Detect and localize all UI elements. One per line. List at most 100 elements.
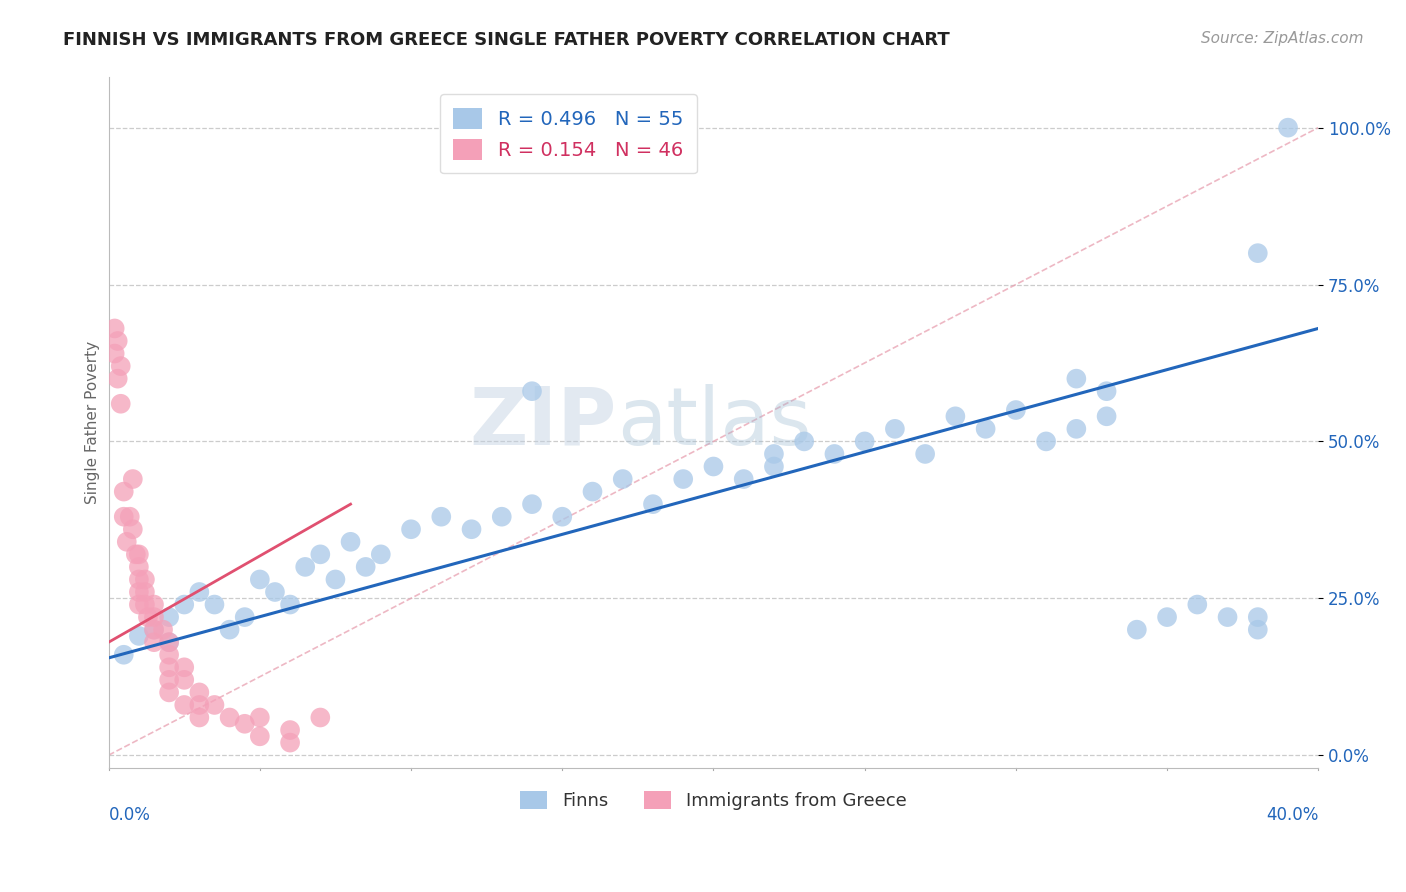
Point (294, 560, 316, 574)
Point (157, 635, 180, 649)
Point (173, 698, 195, 712)
Point (1095, 384, 1118, 399)
Text: FINNISH VS IMMIGRANTS FROM GREECE SINGLE FATHER POVERTY CORRELATION CHART: FINNISH VS IMMIGRANTS FROM GREECE SINGLE… (63, 31, 950, 49)
Point (112, 509, 135, 524)
Point (233, 610, 256, 624)
Point (152, 623, 174, 637)
Text: Source: ZipAtlas.com: Source: ZipAtlas.com (1201, 31, 1364, 46)
Point (128, 573, 150, 587)
Point (157, 685, 180, 699)
Point (173, 660, 195, 674)
Point (204, 698, 226, 712)
Point (118, 509, 141, 524)
Point (188, 585, 211, 599)
Point (157, 673, 180, 687)
Point (188, 710, 211, 724)
Text: 40.0%: 40.0% (1265, 805, 1319, 823)
Point (249, 573, 271, 587)
Point (112, 484, 135, 499)
Point (173, 598, 195, 612)
Point (128, 629, 150, 643)
Point (249, 710, 271, 724)
Point (793, 434, 815, 449)
Point (460, 522, 482, 536)
Point (157, 635, 180, 649)
Point (134, 573, 156, 587)
Point (399, 522, 422, 536)
Point (104, 346, 127, 360)
Point (733, 472, 755, 486)
Text: atlas: atlas (617, 384, 811, 461)
Point (1247, 246, 1270, 260)
Point (233, 716, 256, 731)
Point (309, 547, 332, 561)
Point (1277, 120, 1299, 135)
Point (1005, 403, 1028, 417)
Point (520, 384, 543, 399)
Point (143, 623, 166, 637)
Point (134, 585, 156, 599)
Point (672, 472, 695, 486)
Point (520, 497, 543, 511)
Point (551, 509, 574, 524)
Point (702, 459, 724, 474)
Point (134, 598, 156, 612)
Point (128, 598, 150, 612)
Point (1187, 598, 1209, 612)
Point (188, 685, 211, 699)
Point (1066, 371, 1088, 385)
Point (218, 710, 240, 724)
Point (914, 447, 936, 461)
Point (107, 371, 129, 385)
Point (278, 723, 301, 737)
Point (641, 497, 664, 511)
Point (143, 635, 166, 649)
Point (136, 610, 159, 624)
Point (581, 484, 603, 499)
Point (107, 334, 129, 348)
Point (762, 459, 785, 474)
Point (612, 472, 634, 486)
Point (121, 472, 143, 486)
Point (110, 397, 132, 411)
Point (157, 610, 180, 624)
Point (173, 673, 195, 687)
Legend: Finns, Immigrants from Greece: Finns, Immigrants from Greece (513, 783, 914, 817)
Point (104, 321, 127, 335)
Point (143, 610, 166, 624)
Text: 0.0%: 0.0% (108, 805, 150, 823)
Point (974, 422, 997, 436)
Point (883, 422, 905, 436)
Point (218, 623, 240, 637)
Point (128, 547, 150, 561)
Point (1247, 610, 1270, 624)
Point (143, 623, 166, 637)
Point (110, 359, 132, 373)
Point (204, 598, 226, 612)
Point (157, 648, 180, 662)
Point (249, 729, 271, 743)
Point (278, 736, 301, 750)
Point (264, 585, 287, 599)
Point (1035, 434, 1057, 449)
Point (143, 598, 166, 612)
Point (430, 509, 453, 524)
Point (128, 560, 150, 574)
Point (112, 648, 135, 662)
Point (278, 598, 301, 612)
Point (128, 585, 150, 599)
Point (823, 447, 845, 461)
Point (354, 560, 377, 574)
Point (339, 534, 361, 549)
Point (1126, 623, 1149, 637)
Point (491, 509, 513, 524)
Y-axis label: Single Father Poverty: Single Father Poverty (86, 341, 100, 504)
Point (325, 573, 347, 587)
Point (309, 710, 332, 724)
Point (121, 522, 143, 536)
Point (762, 447, 785, 461)
Point (125, 547, 148, 561)
Point (1216, 610, 1239, 624)
Point (853, 434, 876, 449)
Point (115, 534, 138, 549)
